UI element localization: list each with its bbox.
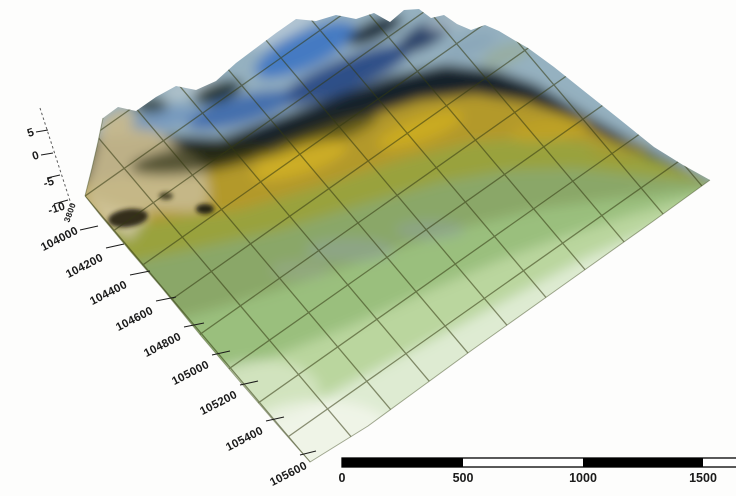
- z-axis-labels: 5 0 -5 -10 3800: [26, 126, 78, 223]
- z-axis-line: [39, 107, 73, 208]
- z-axis: 5 0 -5 -10 3800: [26, 107, 78, 224]
- y-axis-ticks: [79, 225, 317, 456]
- z-tick-label: -5: [42, 175, 56, 190]
- band-ridge-shadow: [85, 64, 710, 205]
- y-tick-label: 104800: [142, 331, 183, 360]
- z-axis-ticks: [35, 129, 69, 205]
- y-tick-label: 105600: [268, 460, 309, 489]
- z-tick-label: 5: [26, 126, 36, 140]
- scale-tick-label: 0: [339, 471, 346, 485]
- elevation-bands: [85, 9, 710, 462]
- y-tick-label: 105000: [170, 359, 211, 388]
- y-tick-label: 105400: [224, 425, 265, 454]
- band-olive: [85, 137, 710, 272]
- scale-bar: 0 500 1000 1500: [339, 457, 736, 485]
- y-tick-label: 104400: [88, 279, 129, 308]
- scale-tick-label: 500: [453, 471, 474, 485]
- y-tick-label: 104000: [39, 225, 80, 254]
- z-tick-label: -10: [47, 200, 67, 217]
- scale-bar-segment-1000-1500: [583, 458, 703, 467]
- band-sage: [85, 168, 710, 345]
- scale-tick-label: 1500: [689, 471, 717, 485]
- z-tick-label: 0: [31, 149, 41, 162]
- y-tick-label: 105200: [198, 389, 239, 418]
- band-green: [85, 185, 710, 410]
- scale-bar-labels: 0 500 1000 1500: [339, 471, 717, 485]
- scale-tick-label: 1000: [569, 471, 597, 485]
- y-tick-label: 104600: [114, 305, 155, 334]
- surface-outline: [84, 117, 711, 463]
- scale-bar-segment-0-500: [342, 458, 463, 467]
- y-tick-label: 104200: [64, 252, 105, 281]
